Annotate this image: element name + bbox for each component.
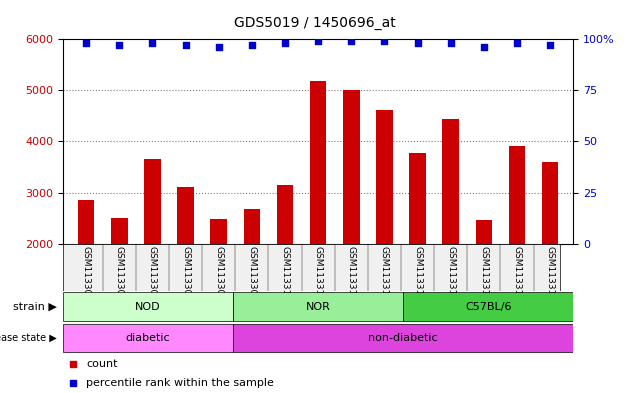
- Text: disease state ▶: disease state ▶: [0, 333, 57, 343]
- Point: [313, 38, 323, 44]
- Text: non-diabetic: non-diabetic: [369, 333, 438, 343]
- Point: [346, 38, 357, 44]
- Bar: [144, 159, 161, 346]
- Point: [114, 42, 124, 49]
- Text: GSM1133099: GSM1133099: [248, 246, 256, 307]
- Bar: [542, 162, 558, 346]
- Bar: [410, 153, 426, 346]
- Text: C57BL/6: C57BL/6: [465, 301, 512, 312]
- FancyBboxPatch shape: [233, 324, 573, 352]
- Bar: [78, 200, 94, 346]
- Bar: [310, 81, 326, 346]
- FancyBboxPatch shape: [403, 292, 573, 321]
- Bar: [442, 119, 459, 346]
- Bar: [277, 185, 294, 346]
- Point: [214, 44, 224, 51]
- Text: GSM1133105: GSM1133105: [446, 246, 455, 307]
- FancyBboxPatch shape: [63, 292, 233, 321]
- Text: GDS5019 / 1450696_at: GDS5019 / 1450696_at: [234, 16, 396, 30]
- Text: GSM1133097: GSM1133097: [181, 246, 190, 307]
- Text: GSM1133103: GSM1133103: [380, 246, 389, 307]
- Bar: [244, 209, 260, 346]
- Bar: [508, 145, 525, 346]
- Text: GSM1133106: GSM1133106: [479, 246, 488, 307]
- Point: [445, 40, 455, 46]
- Point: [413, 40, 423, 46]
- Text: GSM1133104: GSM1133104: [413, 246, 422, 307]
- Bar: [376, 110, 392, 346]
- Text: strain ▶: strain ▶: [13, 301, 57, 312]
- Point: [280, 40, 290, 46]
- Bar: [111, 218, 128, 346]
- Text: count: count: [86, 358, 117, 369]
- Bar: [210, 219, 227, 346]
- Text: GSM1133101: GSM1133101: [314, 246, 323, 307]
- Text: GSM1133098: GSM1133098: [214, 246, 223, 307]
- Text: GSM1133095: GSM1133095: [115, 246, 124, 307]
- Point: [247, 42, 257, 49]
- Point: [479, 44, 489, 51]
- Point: [545, 42, 555, 49]
- Text: GSM1133096: GSM1133096: [148, 246, 157, 307]
- Text: GSM1133094: GSM1133094: [82, 246, 91, 307]
- Text: GSM1133100: GSM1133100: [280, 246, 290, 307]
- Text: NOD: NOD: [135, 301, 161, 312]
- Bar: [343, 90, 360, 346]
- Text: GSM1133107: GSM1133107: [512, 246, 522, 307]
- FancyBboxPatch shape: [63, 324, 233, 352]
- FancyBboxPatch shape: [233, 292, 403, 321]
- Text: NOR: NOR: [306, 301, 331, 312]
- Text: GSM1133108: GSM1133108: [546, 246, 554, 307]
- Point: [147, 40, 158, 46]
- Text: GSM1133102: GSM1133102: [346, 246, 356, 307]
- Text: percentile rank within the sample: percentile rank within the sample: [86, 378, 274, 388]
- Point: [512, 40, 522, 46]
- FancyBboxPatch shape: [63, 244, 560, 291]
- Point: [181, 42, 191, 49]
- Text: diabetic: diabetic: [126, 333, 170, 343]
- Bar: [177, 187, 194, 346]
- Point: [379, 38, 389, 44]
- Bar: [476, 220, 492, 346]
- Point: [81, 40, 91, 46]
